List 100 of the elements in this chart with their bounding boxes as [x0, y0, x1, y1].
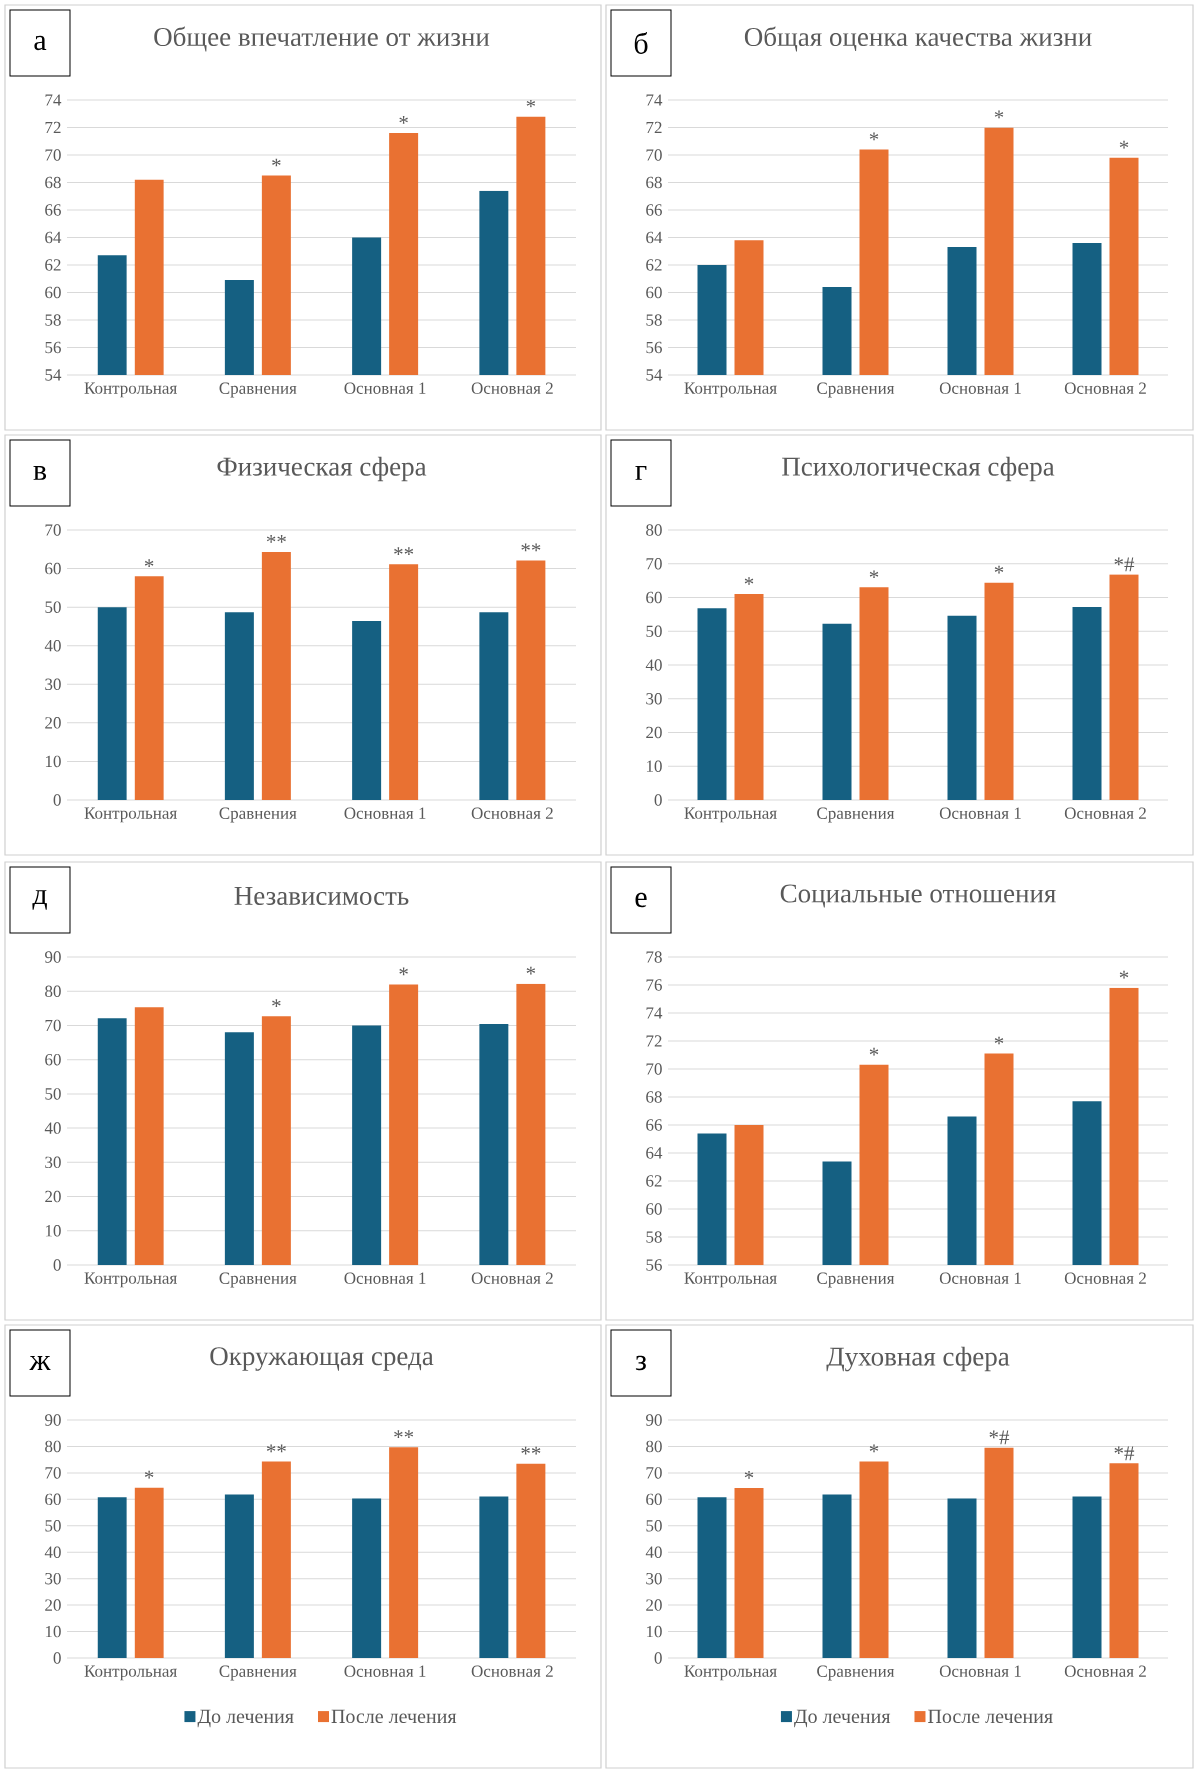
x-tick-label: Основная 1	[939, 1665, 1021, 1677]
annotation: **	[521, 543, 541, 552]
y-tick-label: 64	[646, 1147, 663, 1159]
x-tick-label: Основная 2	[471, 382, 553, 394]
bar	[947, 1498, 977, 1658]
annotation: *#	[989, 1430, 1010, 1445]
bar	[984, 1447, 1014, 1658]
text: з	[635, 1355, 646, 1371]
y-tick-label: 10	[45, 1225, 61, 1237]
annotation: *	[744, 1471, 754, 1479]
y-tick-label: 50	[45, 601, 61, 613]
x-tick-label: Контрольная	[84, 382, 177, 398]
y-tick-label: 72	[646, 1035, 662, 1047]
y-tick-label: 56	[45, 341, 61, 354]
y-tick-label: 60	[45, 562, 61, 575]
x-tick-label: Основная 2	[471, 1665, 553, 1677]
x-tick-label: Основная 2	[1064, 807, 1146, 819]
y-tick-label: 64	[646, 231, 663, 244]
bar	[479, 1496, 509, 1658]
y-tick-label: 60	[646, 1493, 662, 1506]
bar	[134, 1487, 164, 1658]
y-tick-label: 70	[45, 1467, 61, 1479]
annotation: *	[399, 967, 408, 976]
x-tick-label: Основная 1	[344, 807, 426, 819]
x-tick-label: Контрольная	[84, 807, 177, 823]
bar	[224, 1032, 254, 1265]
bar	[389, 984, 419, 1265]
y-tick-label: 70	[45, 524, 61, 536]
y-tick-label: 76	[646, 979, 662, 991]
bar	[697, 1497, 727, 1658]
x-tick-label: Основная 2	[471, 1272, 553, 1284]
annotation: *	[869, 1444, 879, 1453]
bar	[516, 983, 546, 1265]
x-tick-label: Сравнения	[817, 1272, 895, 1288]
y-tick-label: 56	[646, 341, 662, 354]
y-tick-label: 20	[646, 726, 662, 739]
bar	[479, 612, 509, 800]
y-tick-label: 68	[646, 176, 662, 189]
y-tick-label: 66	[646, 1119, 662, 1131]
x-tick-label: Основная 2	[471, 807, 553, 819]
x-tick-label: Сравнения	[219, 382, 297, 398]
x-tick-label: Сравнения	[817, 807, 895, 823]
text: е	[635, 892, 647, 908]
y-tick-label: 72	[45, 121, 61, 134]
annotation: **	[394, 547, 414, 556]
x-tick-label: Основная 1	[939, 382, 1021, 394]
annotation: *	[994, 1036, 1004, 1045]
bar	[516, 560, 546, 800]
bar	[734, 1487, 764, 1658]
chart-title: Общая оценка качества жизни	[744, 26, 1092, 52]
annotation: *#	[1114, 1446, 1135, 1461]
chart-title: Окружающая среда	[210, 1347, 434, 1371]
y-tick-label: 78	[646, 951, 662, 963]
y-tick-label: 40	[44, 1122, 61, 1134]
legend-label: После лечения	[331, 1709, 457, 1724]
bar	[134, 1007, 164, 1265]
y-tick-label: 54	[646, 369, 663, 381]
legend-label: До лечения	[794, 1709, 891, 1728]
bar	[859, 1461, 889, 1658]
y-tick-label: 50	[646, 1520, 662, 1532]
x-tick-label: Сравнения	[817, 1665, 895, 1681]
y-tick-label: 60	[646, 591, 662, 604]
bar	[734, 594, 764, 800]
chart-title: Социальные отношения	[780, 884, 1056, 908]
annotation: **	[394, 1430, 414, 1438]
x-tick-label: Основная 1	[344, 1272, 426, 1284]
bar	[697, 608, 727, 800]
y-tick-label: 70	[646, 1467, 662, 1479]
annotation: *	[526, 966, 536, 975]
bar	[859, 587, 889, 800]
text: б	[634, 32, 648, 54]
y-tick-label: 0	[53, 1652, 61, 1664]
y-tick-label: 70	[646, 149, 662, 161]
x-tick-label: Контрольная	[684, 382, 777, 398]
bar	[389, 1447, 419, 1658]
bar	[352, 1498, 382, 1658]
chart-title: Независимость	[234, 887, 409, 905]
y-tick-label: 20	[45, 717, 61, 729]
bar	[822, 623, 852, 800]
y-tick-label: 60	[646, 286, 662, 299]
y-tick-label: 70	[45, 1019, 61, 1032]
text: г	[635, 466, 647, 480]
bar	[352, 1025, 382, 1265]
y-tick-label: 70	[45, 149, 61, 161]
y-tick-label: 40	[44, 639, 61, 652]
y-tick-label: 20	[45, 1599, 61, 1611]
annotation: *	[399, 116, 408, 124]
annotation: *	[869, 132, 879, 141]
y-tick-label: 40	[44, 1546, 61, 1558]
annotation: **	[521, 1446, 541, 1455]
annotation: **	[266, 535, 286, 543]
y-tick-label: 68	[646, 1091, 662, 1103]
x-tick-label: Контрольная	[684, 1272, 777, 1288]
y-tick-label: 10	[646, 1625, 662, 1638]
bar	[134, 576, 164, 800]
legend-label: До лечения	[197, 1709, 294, 1728]
y-tick-label: 74	[646, 94, 663, 106]
x-tick-label: Сравнения	[817, 382, 895, 398]
annotation: *	[144, 559, 154, 568]
annotation: *	[144, 1470, 154, 1479]
